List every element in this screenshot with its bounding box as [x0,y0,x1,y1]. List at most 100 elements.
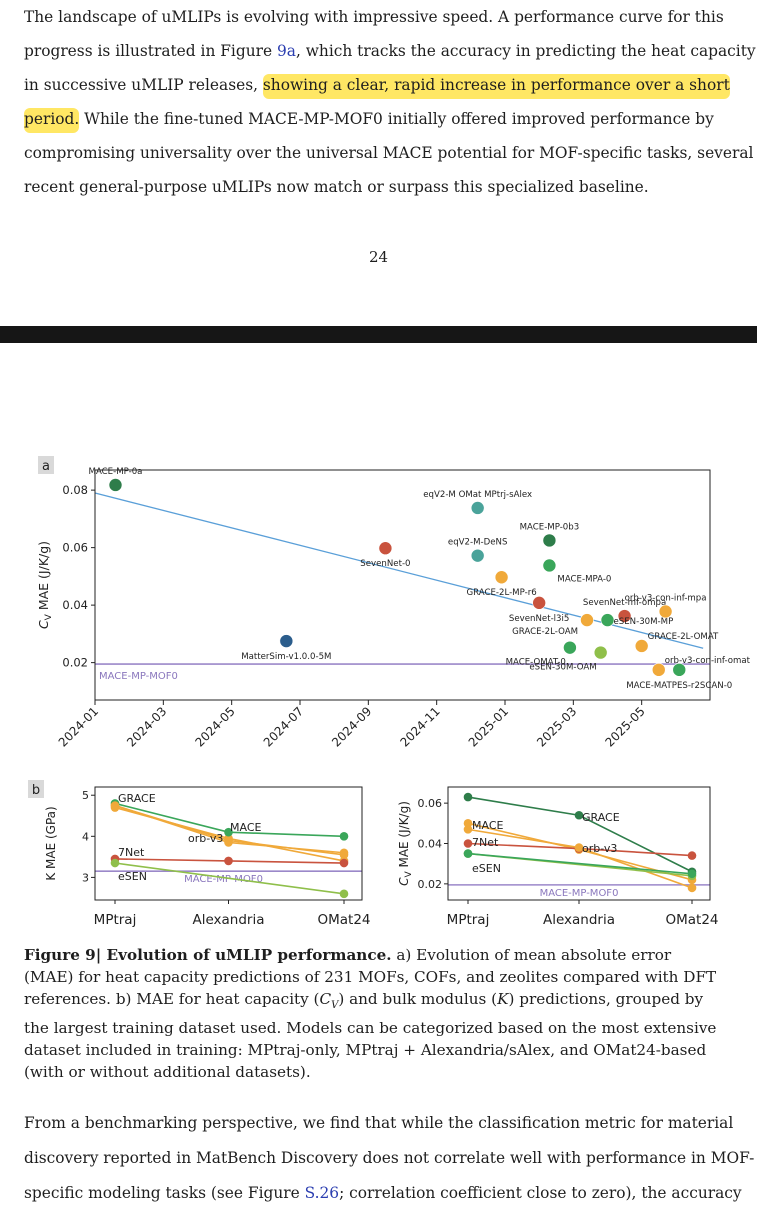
series-label: orb-v3 [582,842,617,855]
y-tick-label: 0.04 [62,598,88,612]
point-label: MACE-MATPES-r2SCAN-0 [626,681,732,691]
data-point [279,634,294,648]
caption-line: references. b) MAE for heat capacity (CV… [24,988,736,1017]
y-label-symbol: C [36,620,51,629]
series-label: MACE [230,821,262,834]
text-span: in successive uMLIP releases, [24,76,263,94]
point-label: GRACE-2L-OAM [512,627,578,637]
figure-s26-link[interactable]: S.26 [304,1184,340,1202]
x-tick-label: 2024-05 [192,704,237,749]
panel-b-right-chart: MACE-MP-MOF0 0.02 0.04 0.06 MPtraj Alexandria… [397,786,719,928]
series-point [463,792,473,802]
point-label: MACE-OMAT-0 [506,658,566,668]
series-label: 7Net [118,846,145,859]
y-tick-label: 0.02 [418,878,443,891]
symbol-v: V [331,1000,339,1012]
y-tick-label: 0.04 [418,838,443,851]
series-point [224,856,233,866]
x-tick-label: MPtraj [447,912,490,928]
series-point [110,858,120,868]
caption-text: ) and bulk modulus ( [338,990,498,1008]
point-label: eqV2-M-DeNS [448,538,508,548]
point-label: orb-v3-con-inf-mpa [625,593,707,603]
x-tick-label: 2024-11 [397,704,442,749]
text-line-6: recent general-purpose uMLIPs now match … [24,178,649,196]
baseline-label: MACE-MP-MOF0 [540,888,619,899]
text-line: progress is illustrated in Figure 9a, wh… [24,34,756,68]
point-label: SevenNet-l3i5 [509,614,569,624]
series-point [339,858,349,868]
y-label-subscript: V [404,871,414,878]
point-label: eqV2-M OMat MPtrj-sAlex [423,490,532,500]
point-label: SevenNet-0 [360,559,410,569]
highlighted-text: period. [24,108,80,133]
x-tick-label: Alexandria [543,912,615,928]
y-axis-label: K MAE (GPa) [44,806,58,880]
x-tick-label: 2024-07 [261,704,306,749]
text-line: in successive uMLIP releases, showing a … [24,68,730,102]
x-tick-label: 2024-01 [56,704,101,749]
y-tick-label: 4 [82,830,89,843]
figure-caption: Figure 9| Evolution of uMLIP performance… [24,944,736,1083]
series-point [463,825,473,834]
data-point [542,558,557,573]
series-label: orb-v3 [188,832,223,845]
plot-frame [94,469,711,701]
caption-text: the largest training dataset used. Model… [24,1019,717,1038]
caption-text: dataset included in training: MPtraj-onl… [24,1041,707,1060]
point-label: eSEN-30M-OAM [529,663,596,673]
caption-line: the largest training dataset used. Model… [24,1017,736,1039]
series-point [339,889,349,899]
series-point [687,883,697,893]
y-tick-label: 0.08 [62,483,88,497]
series-point [224,827,233,837]
series-point [224,838,233,847]
x-tick-label: 2025-03 [534,704,579,749]
caption-label: Figure 9| Evolution of uMLIP performance… [24,946,392,964]
symbol-c: C [319,990,332,1008]
text-line-1: The landscape of uMLIPs is evolving with… [24,8,724,26]
caption-line: (with or without additional datasets). [24,1061,736,1083]
text-line: specific modeling tasks (see Figure S.26… [24,1176,742,1211]
series-label: eSEN [118,870,147,883]
series-point [463,839,473,848]
data-point [672,663,687,677]
data-point [651,663,666,677]
point-label: MACE-MP-0b3 [520,522,580,532]
data-point [600,613,615,627]
y-tick-label: 5 [82,789,89,802]
x-tick-label: OMat24 [665,912,718,928]
series-label: 7Net [472,836,499,849]
y-label-rest: MAE (J/K/g) [397,801,411,871]
text-line: compromising universality over the unive… [24,136,753,170]
text-span: From a benchmarking perspective, we find… [24,1114,734,1132]
highlighted-text: showing a clear, rapid increase in perfo… [262,74,730,99]
series-line [114,862,345,895]
point-label: MatterSim-v1.0.0-5M [241,652,331,662]
caption-line: Figure 9| Evolution of uMLIP performance… [24,944,736,966]
data-point [580,613,594,627]
text-span: discovery reported in MatBench Discovery… [24,1149,755,1167]
y-tick-label: 0.02 [62,656,88,670]
point-label: GRACE-2L-MP-r6 [466,588,536,598]
y-label-symbol: C [397,877,411,886]
series-point [463,819,473,828]
intro-paragraph: The landscape of uMLIPs is evolving with… [24,0,756,204]
text-line: discovery reported in MatBench Discovery… [24,1141,754,1176]
panel-label-a: a [42,459,50,474]
panel-label-box [38,456,54,474]
figure-9a-link[interactable]: 9a [276,42,296,60]
point-label: GRACE-2L-OMAT [648,632,719,642]
text-span: , which tracks the accuracy in predictin… [295,42,756,60]
caption-text: (with or without additional datasets). [24,1063,311,1082]
text-line: The landscape of uMLIPs is evolving with… [24,0,729,34]
x-tick-label: Alexandria [192,912,264,928]
panel-b-left-chart: b MACE-MP-MOF0 3 4 5 MPtraj Alexandria OMat24 K … [28,780,371,928]
data-point [617,609,632,623]
point-label: MACE-MP-0a [89,467,143,477]
point-label: orb-v3-con-inf-omat [665,656,751,666]
text-line: period. While the fine-tuned MACE-MP-MOF… [24,102,729,136]
text-span: While the fine-tuned MACE-MP-MOF0 initia… [79,110,714,128]
x-tick-label: 2025-01 [466,704,511,749]
x-tick-label: OMat24 [317,912,370,928]
